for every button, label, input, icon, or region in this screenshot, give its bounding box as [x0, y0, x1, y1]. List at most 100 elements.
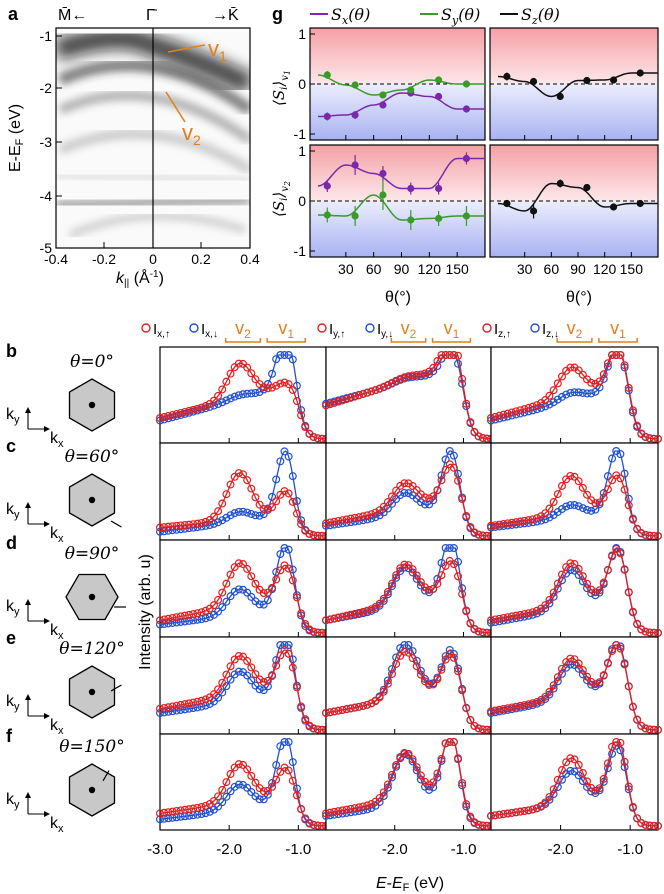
spin-up-point	[309, 531, 318, 540]
spin-up-point	[396, 374, 405, 383]
data-point-s_y	[351, 212, 359, 220]
spin-up-point	[591, 680, 600, 689]
spin-up-point	[297, 805, 306, 814]
spin-up-point	[512, 611, 521, 620]
spin-down-point	[222, 513, 231, 522]
spin-up-point	[367, 799, 376, 808]
spin-up-point	[408, 755, 417, 764]
legend-down-marker	[189, 323, 199, 333]
edc-xtick-label: -2.0	[382, 841, 408, 858]
spin-down-point	[392, 495, 401, 504]
spin-up-point	[301, 814, 310, 823]
spin-up-point	[441, 465, 450, 474]
spin-down-point	[441, 455, 450, 464]
fit-curve-s_x	[318, 92, 485, 118]
v1-bracket	[266, 338, 306, 343]
spin-up-point	[429, 492, 438, 501]
spin-up-point	[449, 560, 458, 569]
spin-down-point	[230, 392, 239, 401]
spin-up-point	[359, 390, 368, 399]
spin-down-point	[243, 389, 252, 398]
spin-up-point	[512, 518, 521, 527]
spin-up-point	[637, 819, 646, 828]
spin-up-point	[649, 531, 658, 540]
spin-up-point	[222, 579, 231, 588]
spin-down-point	[230, 509, 239, 518]
spin-up-point	[532, 697, 541, 706]
spin-up-point	[355, 608, 364, 617]
spin-up-point	[392, 659, 401, 668]
edc-subplot	[322, 442, 496, 541]
spin-up-point	[487, 414, 496, 423]
spin-up-point	[620, 361, 629, 370]
spin-up-point	[487, 811, 496, 820]
spin-up-point	[404, 479, 413, 488]
spin-up-point	[342, 395, 351, 404]
spin-up-point	[251, 670, 260, 679]
spin-down-point	[251, 388, 260, 397]
spin-up-point	[338, 705, 347, 714]
spin-down-point	[234, 667, 243, 676]
spin-down-point	[156, 527, 165, 536]
spin-down-point	[243, 671, 252, 680]
spin-up-point	[193, 609, 202, 618]
a-ytick-label: -2	[40, 80, 53, 96]
spin-up-point	[499, 519, 508, 528]
kx-arrow-icon	[44, 713, 50, 719]
spin-up-point	[520, 610, 529, 619]
data-point-s_z	[609, 203, 618, 211]
spin-up-point	[549, 588, 558, 597]
spin-up-point	[587, 585, 596, 594]
spin-up-point	[553, 775, 562, 784]
spin-up-point	[214, 507, 223, 516]
spin-down-point	[164, 814, 173, 823]
spin-up-point	[379, 382, 388, 391]
spin-down-point	[276, 640, 285, 649]
kx-label: kx	[50, 717, 64, 737]
spin-up-point	[616, 351, 625, 360]
data-point-s_y	[379, 191, 387, 199]
kx-arrow-icon	[44, 426, 50, 432]
spin-down-point	[180, 617, 189, 626]
data-point-s_z	[529, 77, 538, 86]
spin-up-point	[441, 655, 450, 664]
spin-up-point	[458, 686, 467, 695]
spin-up-point	[574, 760, 583, 769]
spin-down-point	[209, 401, 218, 410]
spin-up-point	[388, 669, 397, 678]
spin-up-point	[516, 807, 525, 816]
gamma-point	[88, 786, 96, 794]
spin-up-point	[400, 647, 409, 656]
fit-curve-s_x	[317, 157, 485, 190]
data-point-s_z	[556, 179, 564, 188]
spin-up-point	[591, 786, 600, 795]
g-xtick-label: 60	[544, 261, 560, 277]
spin-up-point	[363, 606, 372, 615]
spin-up-point	[201, 606, 210, 615]
spin-down-point	[284, 640, 293, 649]
spin-down-point	[193, 703, 202, 712]
spin-up-point	[317, 821, 326, 830]
spin-up-point	[649, 628, 658, 637]
spin-down-point	[620, 469, 629, 478]
spin-up-point	[180, 611, 189, 620]
spin-up-point	[433, 486, 442, 495]
spin-up-point	[346, 804, 355, 813]
spin-up-point	[259, 678, 268, 687]
kx-arrow-icon	[44, 521, 50, 527]
spin-up-point	[445, 737, 454, 746]
spin-up-point	[570, 560, 579, 569]
spin-up-point	[566, 754, 575, 763]
spin-up-point	[633, 524, 642, 533]
spin-up-point	[350, 513, 359, 522]
spin-up-point	[396, 481, 405, 490]
spin-down-point	[553, 395, 562, 404]
spin-down-point	[583, 389, 592, 398]
bz-inset: b θ=0° ky kx	[6, 341, 116, 450]
spin-up-point	[608, 552, 617, 561]
data-point-s_y	[435, 214, 443, 223]
legend-up-label: Iy,↑	[329, 321, 345, 340]
edc-frame	[159, 539, 327, 638]
spin-up-point	[301, 715, 310, 724]
data-point-s_y	[351, 81, 359, 89]
